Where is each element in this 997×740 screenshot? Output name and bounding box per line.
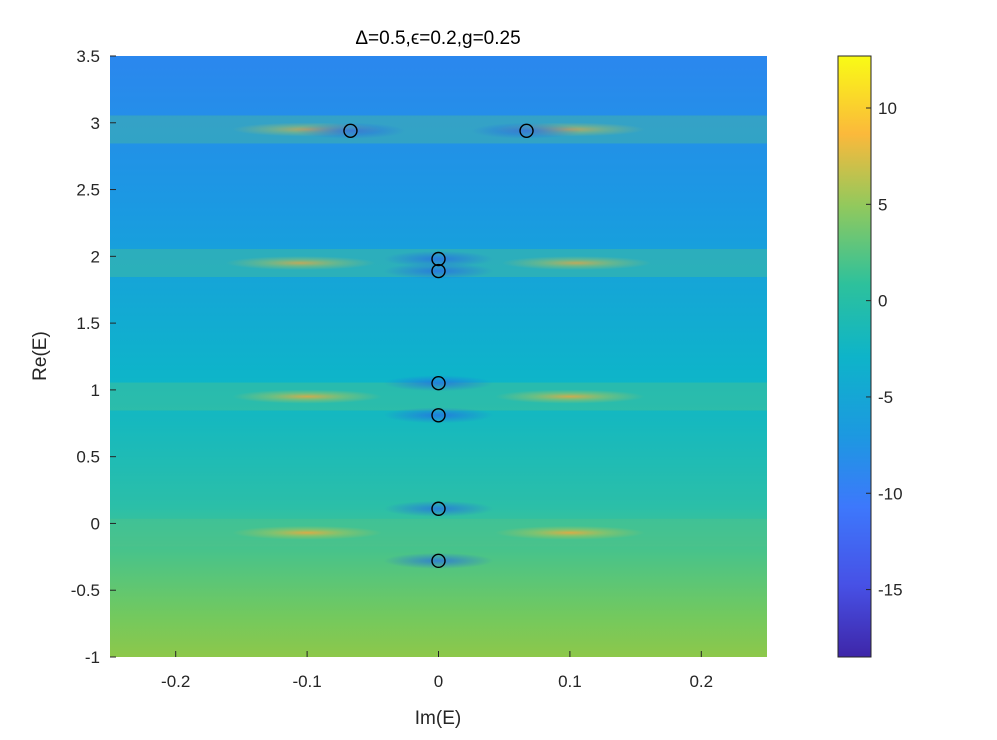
eigenvalue-marker <box>343 123 358 138</box>
x-tick-label: -0.1 <box>292 672 321 691</box>
colorbar-gradient <box>837 55 872 658</box>
y-tick-label: 0 <box>91 514 100 533</box>
cold-region <box>383 263 494 280</box>
eigenvalue-marker <box>431 553 446 569</box>
colorbar-tick-label: -10 <box>878 484 903 503</box>
chart-title: Δ=0.5,ϵ=0.2,g=0.25 <box>355 28 520 49</box>
hot-spot <box>225 256 376 271</box>
colorbar-tick-label: -15 <box>878 581 903 600</box>
x-tick-label: -0.2 <box>161 672 190 691</box>
hot-spot <box>501 256 652 271</box>
cold-region <box>383 375 494 392</box>
hot-spot <box>232 389 383 404</box>
eigenvalue-marker <box>431 263 446 279</box>
eigenvalue-marker <box>519 123 534 138</box>
y-tick-label: 3 <box>91 114 100 133</box>
y-tick-label: 1 <box>91 381 100 400</box>
eigenvalue-marker <box>431 501 446 516</box>
cold-region <box>471 122 582 139</box>
eigenvalue-marker <box>431 376 446 391</box>
colorbar-tick-label: 0 <box>878 292 887 311</box>
feature-band <box>110 518 767 547</box>
feature-band <box>110 115 767 144</box>
cold-region <box>383 500 494 517</box>
y-tick-label: 2 <box>91 247 100 266</box>
x-tick-label: 0.2 <box>689 672 713 691</box>
eigenvalue-marker <box>431 408 446 423</box>
colorbar: -15 -10 -5 0 5 10 <box>837 55 903 658</box>
y-axis-label: Re(E) <box>30 331 51 381</box>
cold-region <box>295 122 406 139</box>
y-tick-label: -1 <box>85 648 100 667</box>
hot-spot <box>494 525 645 540</box>
hot-spot <box>494 389 645 404</box>
colorbar-tick-label: 5 <box>878 195 887 214</box>
cold-region <box>383 407 494 424</box>
y-tick-label: 2.5 <box>76 181 100 200</box>
colorbar-tick-label: -5 <box>878 388 893 407</box>
x-tick-label: 0 <box>434 672 443 691</box>
y-tick-label: -0.5 <box>71 581 100 600</box>
eigenvalue-marker <box>431 251 446 267</box>
colorbar-tick-label: 10 <box>878 99 897 118</box>
x-tick-label: 0.1 <box>558 672 582 691</box>
x-axis-label: Im(E) <box>415 708 461 729</box>
y-tick-label: 0.5 <box>76 448 100 467</box>
plot-area <box>110 56 767 657</box>
y-tick-label: 1.5 <box>76 314 100 333</box>
cold-region <box>383 251 494 268</box>
hot-spot <box>232 525 383 540</box>
y-tick-label: 3.5 <box>76 47 100 66</box>
cold-region <box>383 552 494 569</box>
